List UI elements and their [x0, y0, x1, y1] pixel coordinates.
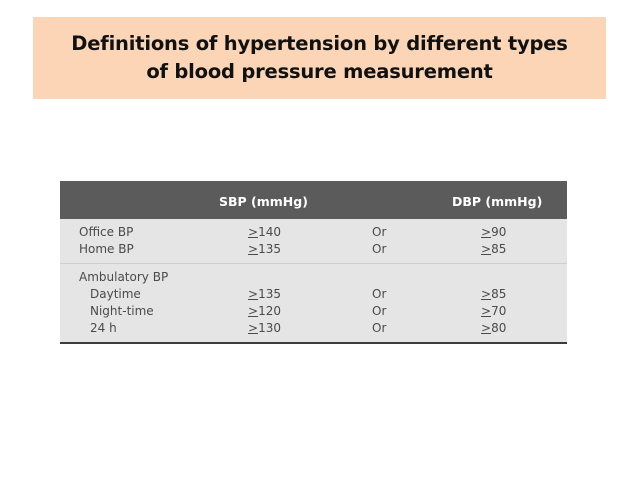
row-dbp-value: >90: [481, 224, 506, 241]
dbp-number: 90: [491, 225, 507, 239]
bp-definitions-table: SBP (mmHg) DBP (mmHg) Office BP >140 Or …: [60, 181, 567, 344]
table-row: Night-time >120 Or >70: [60, 303, 567, 320]
row-dbp-value: >70: [481, 303, 506, 320]
table-row: Office BP >140 Or >90: [60, 224, 567, 241]
sbp-number: 140: [258, 225, 281, 239]
ge-symbol: >: [248, 242, 259, 256]
slide-title-line-2: of blood pressure measurement: [146, 60, 493, 83]
row-sbp-value: >140: [248, 224, 281, 241]
slide-title-banner: Definitions of hypertension by different…: [33, 17, 606, 99]
ge-symbol: >: [481, 225, 492, 239]
dbp-number: 85: [491, 242, 507, 256]
header-dbp: DBP (mmHg): [452, 194, 543, 209]
row-label-home-bp: Home BP: [79, 242, 134, 256]
ge-symbol: >: [248, 321, 259, 335]
slide-title-line-1: Definitions of hypertension by different…: [71, 32, 568, 55]
row-connector: Or: [372, 304, 387, 318]
ge-symbol: >: [481, 242, 492, 256]
row-label-daytime: Daytime: [90, 287, 141, 301]
table-header: SBP (mmHg) DBP (mmHg): [60, 181, 567, 219]
row-dbp-value: >85: [481, 241, 506, 258]
table-row: 24 h >130 Or >80: [60, 320, 567, 337]
row-label-office-bp: Office BP: [79, 225, 134, 239]
header-sbp: SBP (mmHg): [219, 194, 308, 209]
row-label-24h: 24 h: [90, 321, 117, 335]
ge-symbol: >: [481, 321, 492, 335]
row-dbp-value: >85: [481, 286, 506, 303]
row-connector: Or: [372, 225, 387, 239]
row-label-ambulatory-bp: Ambulatory BP: [79, 270, 169, 284]
table-row: Home BP >135 Or >85: [60, 241, 567, 258]
ge-symbol: >: [248, 287, 259, 301]
table-bottom-rule: [60, 342, 567, 344]
dbp-number: 70: [491, 304, 507, 318]
row-connector: Or: [372, 287, 387, 301]
row-sbp-value: >135: [248, 286, 281, 303]
sbp-number: 135: [258, 242, 281, 256]
ge-symbol: >: [481, 287, 492, 301]
dbp-number: 80: [491, 321, 507, 335]
ge-symbol: >: [481, 304, 492, 318]
row-label-night-time: Night-time: [90, 304, 154, 318]
sbp-number: 135: [258, 287, 281, 301]
sbp-number: 120: [258, 304, 281, 318]
row-sbp-value: >130: [248, 320, 281, 337]
row-dbp-value: >80: [481, 320, 506, 337]
dbp-number: 85: [491, 287, 507, 301]
sbp-number: 130: [258, 321, 281, 335]
ge-symbol: >: [248, 225, 259, 239]
row-connector: Or: [372, 242, 387, 256]
table-band-office-home: Office BP >140 Or >90 Home BP >135 Or >8…: [60, 219, 567, 263]
row-connector: Or: [372, 321, 387, 335]
table-band-ambulatory: Ambulatory BP Daytime >135 Or >85 Night-…: [60, 263, 567, 342]
table-row: Daytime >135 Or >85: [60, 286, 567, 303]
row-sbp-value: >135: [248, 241, 281, 258]
ge-symbol: >: [248, 304, 259, 318]
table-row: Ambulatory BP: [60, 269, 567, 286]
row-sbp-value: >120: [248, 303, 281, 320]
